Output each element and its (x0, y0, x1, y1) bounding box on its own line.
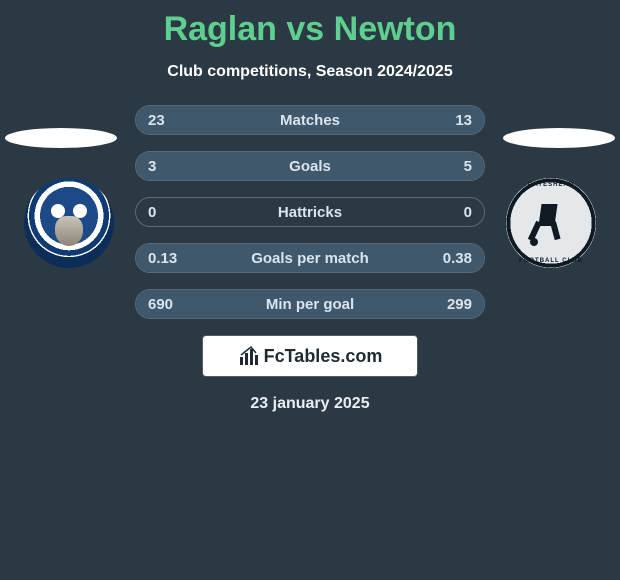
brand-box: FcTables.com (202, 335, 418, 377)
stat-value-left: 23 (136, 112, 196, 129)
stat-label: Goals per match (196, 250, 424, 267)
stat-value-right: 5 (424, 158, 484, 175)
stat-row: 0.13Goals per match0.38 (135, 243, 485, 273)
stat-value-right: 0.38 (424, 250, 484, 267)
brand-text: FcTables.com (264, 346, 383, 367)
stat-label: Matches (196, 112, 424, 129)
badge-right-top-text: GATESHEAD (506, 182, 596, 188)
page-title: Raglan vs Newton (0, 0, 620, 49)
stat-label: Min per goal (196, 296, 424, 313)
stat-label: Goals (196, 158, 424, 175)
owl-icon (47, 196, 91, 250)
stats-container: 23Matches13 3Goals5 0Hattricks0 0.13Goals p… (135, 105, 485, 319)
stat-row: 23Matches13 (135, 105, 485, 135)
badge-right-bottom-text: FOOTBALL CLUB (506, 258, 596, 264)
stat-row: 690Min per goal299 (135, 289, 485, 319)
stat-row: 0Hattricks0 (135, 197, 485, 227)
stat-value-right: 13 (424, 112, 484, 129)
date-text: 23 january 2025 (0, 395, 620, 413)
stat-value-left: 0 (136, 204, 196, 221)
kicker-icon (526, 198, 576, 248)
stat-value-left: 3 (136, 158, 196, 175)
stat-value-right: 0 (424, 204, 484, 221)
club-badge-left (24, 178, 114, 268)
stat-value-right: 299 (424, 296, 484, 313)
stat-value-left: 690 (136, 296, 196, 313)
chart-bars-icon (238, 345, 260, 367)
stat-value-left: 0.13 (136, 250, 196, 267)
player-silhouette-right (503, 128, 615, 148)
subtitle: Club competitions, Season 2024/2025 (0, 63, 620, 81)
player-silhouette-left (5, 128, 117, 148)
stat-row: 3Goals5 (135, 151, 485, 181)
club-badge-right: GATESHEAD FOOTBALL CLUB (506, 178, 596, 268)
stat-label: Hattricks (196, 204, 424, 221)
